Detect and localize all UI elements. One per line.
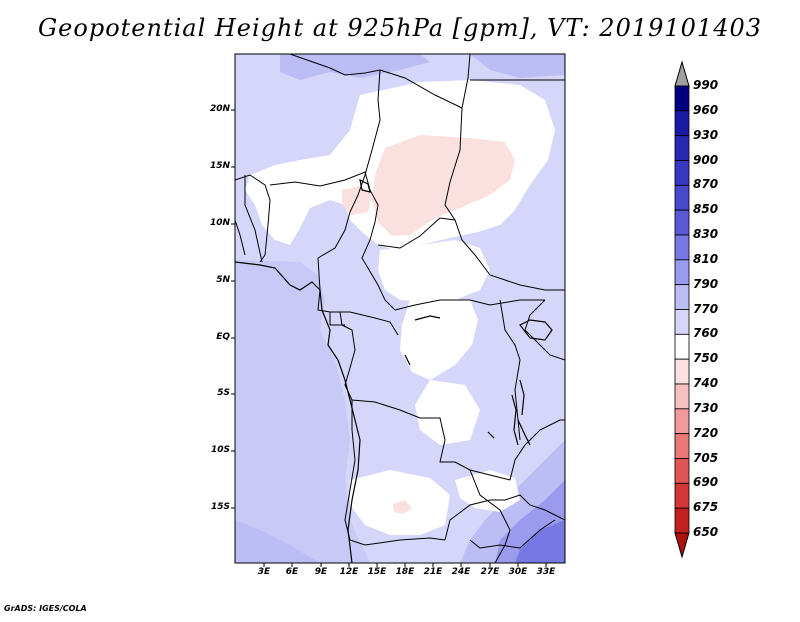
colorbar-level-label: 650	[693, 525, 719, 539]
lon-tick-label: 6E	[285, 567, 299, 577]
colorbar-swatch	[674, 482, 690, 509]
colorbar-level-label: 760	[693, 326, 719, 341]
colorbar-swatch	[674, 383, 690, 410]
angola-low-pink	[393, 500, 412, 514]
colorbar-level-label: 900	[693, 152, 719, 167]
central-low	[378, 240, 490, 302]
lon-tick-label: 27E	[480, 567, 500, 577]
southeast-high-3	[515, 520, 565, 563]
lon-tick-label: 24E	[451, 567, 471, 577]
colorbar-level-label: 960	[693, 102, 719, 117]
axis-ticks	[231, 109, 547, 567]
colorbar-level-label: 850	[693, 202, 719, 217]
colorbar-swatch	[674, 184, 690, 211]
map-title: Geopotential Height at 925hPa [gpm], VT:…	[38, 14, 762, 42]
congo-low-south	[415, 380, 480, 445]
lon-tick-label: 33E	[536, 567, 556, 577]
colorbar-swatch	[674, 333, 690, 360]
colorbar-level-label: 720	[693, 425, 719, 440]
lat-tick-label: 15S	[210, 502, 230, 512]
colorbar-level-label: 770	[693, 301, 719, 316]
colorbar-swatch	[674, 209, 690, 236]
lat-tick-label: 10N	[209, 218, 230, 228]
colorbar-arrow-bottom	[674, 532, 690, 559]
colorbar-swatch	[674, 408, 690, 435]
lon-tick-label: 3E	[257, 567, 271, 577]
colorbar-swatch	[674, 309, 690, 335]
southwest-high	[235, 520, 320, 563]
coastlines-and-lakes	[235, 178, 553, 563]
lat-tick-label: 5N	[216, 275, 230, 285]
map-frame	[234, 53, 566, 564]
colorbar-level-label: 690	[693, 475, 719, 490]
colorbar-swatch	[674, 110, 690, 137]
lon-tick-label: 12E	[339, 567, 359, 577]
lat-tick-label: EQ	[216, 332, 230, 342]
chad-low-pink	[372, 135, 515, 236]
colorbar-level-label: 870	[693, 177, 719, 192]
colorbar-arrow-top	[674, 60, 690, 87]
colorbar-swatch	[674, 507, 690, 534]
ocean-shading	[235, 260, 370, 563]
lon-tick-label: 30E	[508, 567, 528, 577]
colorbar-swatch	[674, 135, 690, 161]
lat-tick-label: 5S	[217, 388, 230, 398]
height-field	[235, 54, 565, 563]
lon-tick-label: 21E	[423, 567, 443, 577]
colorbar-level-label: 740	[693, 376, 719, 390]
colorbar-swatch	[674, 160, 690, 186]
lat-tick-label: 15N	[209, 161, 230, 171]
lat-tick-label: 20N	[209, 104, 230, 114]
colorbar-swatch	[674, 433, 690, 459]
colorbar-level-label: 705	[693, 450, 719, 465]
colorbar-swatch	[674, 259, 690, 286]
colorbar-level-label: 790	[693, 276, 719, 291]
colorbar-level-label: 930	[693, 127, 719, 142]
lat-tick-label: 10S	[210, 445, 230, 455]
colorbar-level-label: 730	[693, 400, 719, 415]
colorbar-swatch	[674, 284, 690, 310]
colorbar-level-label: 750	[693, 351, 719, 366]
colorbar-swatch	[674, 458, 690, 484]
nigeria-low-pink	[342, 186, 372, 215]
colorbar	[674, 60, 690, 559]
lon-tick-label: 9E	[314, 567, 328, 577]
colorbar-level-label: 675	[693, 500, 719, 515]
colorbar-swatch	[674, 358, 690, 385]
north-high	[280, 54, 430, 80]
colorbar-level-label: 830	[693, 227, 719, 241]
colorbar-swatch	[674, 234, 690, 261]
credit-text: GrADS: IGES/COLA	[4, 604, 87, 613]
northeast-high	[470, 54, 565, 78]
lon-tick-label: 15E	[367, 567, 387, 577]
colorbar-level-label: 810	[693, 251, 719, 266]
colorbar-swatch	[674, 85, 690, 112]
colorbar-level-label: 990	[693, 78, 719, 92]
zambia-low	[455, 470, 520, 512]
lon-tick-label: 18E	[395, 567, 415, 577]
